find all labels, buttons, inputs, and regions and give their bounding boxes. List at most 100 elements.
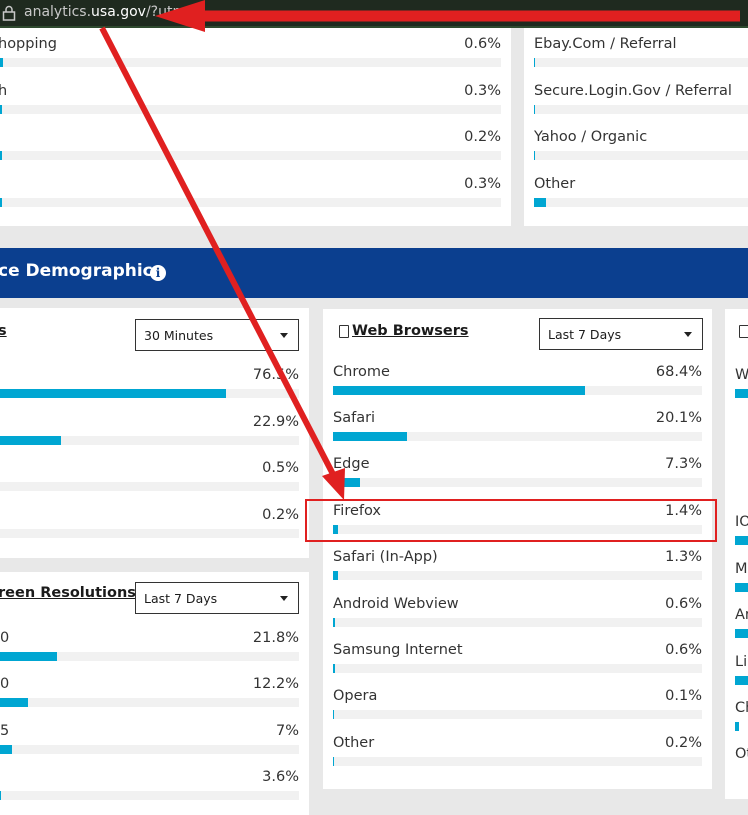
chevron-down-icon (684, 332, 692, 337)
browser-percent: 1.4% (665, 503, 702, 519)
diagonal-arrowhead (322, 468, 345, 500)
browser-percent: 20.1% (655, 410, 702, 426)
bar-fill (0, 745, 12, 754)
bar-fill (0, 652, 58, 661)
chevron-down-icon (280, 596, 288, 601)
bar-fill (333, 478, 360, 487)
bar-fill (333, 525, 339, 534)
firefox-highlight-box (305, 499, 717, 542)
browser-name: Android Webview (333, 596, 459, 612)
bar-fill (735, 722, 739, 731)
bar-fill (333, 571, 338, 580)
web-browsers-title[interactable]: Web Browsers (352, 323, 469, 339)
browser-row: Samsung Internet 0.6% (323, 642, 712, 682)
bar-fill (333, 386, 586, 395)
bar-fill (0, 436, 61, 445)
time-range-select[interactable]: 30 Minutes (135, 319, 299, 351)
browser-percent: 68.4% (655, 364, 702, 380)
bar-fill (0, 198, 2, 207)
bar-track (333, 710, 702, 719)
browser-row: Chrome 68.4% (323, 364, 712, 404)
browser-name: Firefox (333, 503, 381, 519)
top-left-card: hopping 0.6% h 0.3% 0.2% 0.3% (0, 28, 511, 226)
bar-fill (0, 791, 2, 800)
bar-fill (735, 629, 748, 638)
bar-fill (333, 664, 336, 673)
browser-percent: 0.6% (665, 642, 702, 658)
browser-percent: 0.6% (665, 596, 702, 612)
bar-fill (534, 198, 546, 207)
bar-track (333, 664, 702, 673)
list-item: 0.2% (0, 129, 511, 169)
bar-fill (0, 151, 2, 160)
demographics-section-header: ce Demographics i (0, 248, 748, 298)
list-item: 22.9% (0, 414, 309, 454)
chevron-down-icon (280, 333, 288, 338)
list-item: 0.2% (0, 507, 309, 547)
top-right-card: Ebay.Com / Referral Secure.Login.Gov / R… (524, 28, 748, 226)
bar-fill (0, 58, 3, 67)
operating-systems-card: W IO M An Lin Ch Ot (725, 309, 748, 799)
list-item: h 0.3% (0, 83, 511, 123)
document-icon (739, 325, 748, 338)
list-item: 76.5% (0, 367, 309, 407)
bar-track (333, 525, 702, 534)
list-item: Yahoo / Organic (524, 129, 748, 169)
list-item: 0 21.8% (0, 630, 309, 670)
browser-name: Edge (333, 456, 370, 472)
bar-fill (534, 58, 535, 67)
bar-fill (534, 105, 535, 114)
browser-percent: 0.2% (665, 735, 702, 751)
list-item: 0 12.2% (0, 676, 309, 716)
card-title[interactable]: reen Resolutions (0, 585, 136, 601)
list-item: Other (524, 176, 748, 216)
bar-fill (735, 676, 748, 685)
browser-row: Other 0.2% (323, 735, 712, 775)
list-item: 0.3% (0, 176, 511, 216)
bar-fill (735, 536, 748, 545)
browser-row: Safari 20.1% (323, 410, 712, 450)
list-item: 0.5% (0, 460, 309, 500)
bar-track (333, 478, 702, 487)
browser-percent: 0.1% (665, 688, 702, 704)
time-range-select[interactable]: Last 7 Days (135, 582, 299, 614)
list-item: Secure.Login.Gov / Referral (524, 83, 748, 123)
bar-fill (0, 698, 28, 707)
horizontal-arrowhead (155, 0, 205, 32)
bar-track (333, 571, 702, 580)
browser-name: Chrome (333, 364, 390, 380)
time-range-select[interactable]: Last 7 Days (539, 318, 703, 350)
list-item: 3.6% (0, 769, 309, 809)
bar-track (333, 386, 702, 395)
bar-track (333, 432, 702, 441)
browser-name: Safari (In-App) (333, 549, 438, 565)
diagonal-arrow-shaft (99, 26, 339, 482)
card-title[interactable]: s (0, 323, 7, 339)
browser-name: Samsung Internet (333, 642, 463, 658)
bar-fill (534, 151, 535, 160)
bar-fill (0, 389, 227, 398)
bar-fill (735, 389, 748, 398)
document-icon (339, 325, 349, 338)
screen-resolutions-card: reen Resolutions Last 7 Days 0 21.8% 0 1… (0, 572, 309, 815)
browser-row: Opera 0.1% (323, 688, 712, 728)
list-item: hopping 0.6% (0, 36, 511, 76)
info-icon[interactable]: i (150, 265, 166, 281)
browser-percent: 7.3% (665, 456, 702, 472)
bar-fill (735, 583, 748, 592)
browser-name: Safari (333, 410, 376, 426)
browser-row: Android Webview 0.6% (323, 596, 712, 636)
bar-track (333, 757, 702, 766)
bar-fill (333, 618, 336, 627)
bar-track (333, 618, 702, 627)
browser-row: Edge 7.3% (323, 456, 712, 496)
bar-fill (333, 757, 335, 766)
browser-row: Safari (In-App) 1.3% (323, 549, 712, 589)
browser-name: Other (333, 735, 375, 751)
web-browsers-card: Web Browsers Last 7 Days Chrome 68.4% Safa… (323, 309, 712, 789)
devices-card: s 30 Minutes 76.5% 22.9% 0.5% 0.2% (0, 308, 309, 558)
list-item: 5 7% (0, 723, 309, 763)
browser-name: Opera (333, 688, 378, 704)
lock-icon (2, 5, 16, 21)
